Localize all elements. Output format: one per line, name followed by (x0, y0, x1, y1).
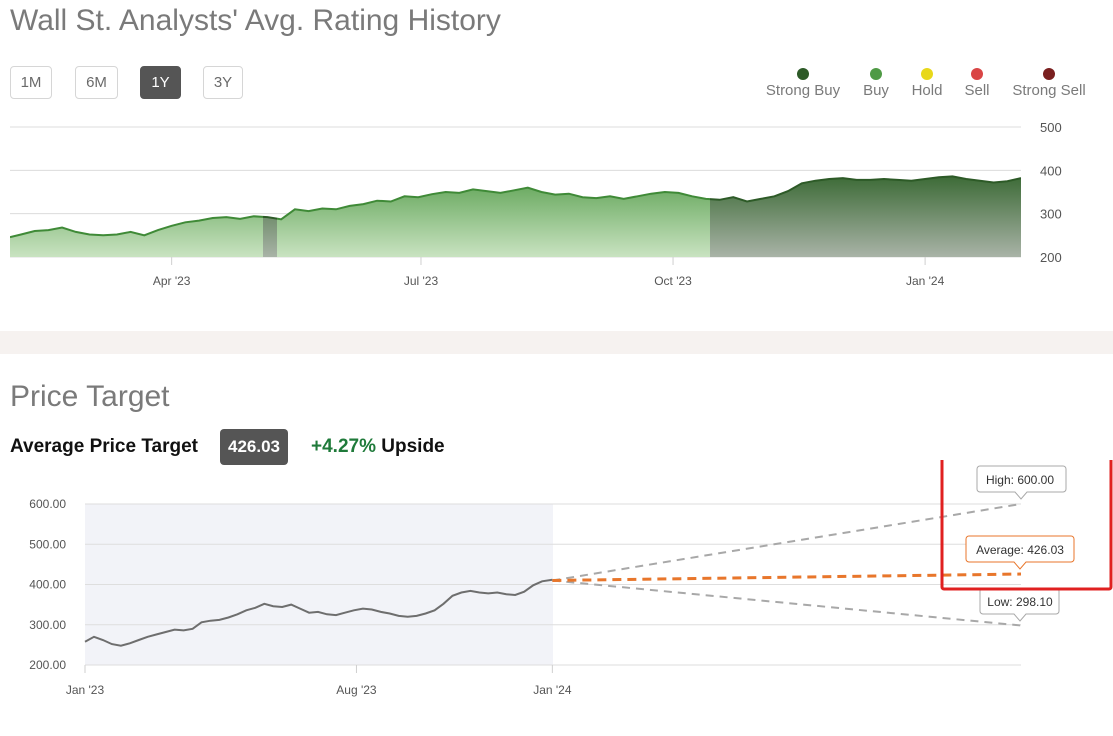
price-target-title: Price Target (10, 380, 170, 413)
x-tick-label: Jan '24 (906, 274, 945, 288)
high-callout: High: 600.00 (976, 465, 1067, 500)
legend-dot-buy (870, 68, 882, 80)
legend-label: Hold (911, 82, 943, 99)
low-callout-label: Low: 298.10 (987, 595, 1053, 609)
x-tick-label: Jul '23 (404, 274, 439, 288)
x-tick-label: Jan '23 (66, 683, 105, 697)
rating-history-title: Wall St. Analysts' Avg. Rating History (10, 4, 501, 37)
y-tick-label: 300.00 (29, 618, 66, 632)
range-button-1m[interactable]: 1M (10, 66, 52, 99)
low-projection-line (552, 579, 1022, 627)
rating-area-line (10, 215, 263, 239)
rating-area-buy (277, 186, 710, 257)
legend-item-hold[interactable]: Hold (906, 67, 948, 99)
y-tick-label: 400 (1040, 163, 1062, 178)
high-callout-label: High: 600.00 (986, 473, 1054, 487)
rating-area-line (277, 186, 710, 221)
y-tick-label: 400.00 (29, 578, 66, 592)
rating-area-fill (10, 216, 263, 257)
upside-text: +4.27% Upside (311, 436, 445, 458)
y-tick-label: 200 (1040, 250, 1062, 265)
average-price-target-badge: 426.03 (220, 429, 288, 465)
legend-label: Strong Sell (1012, 82, 1086, 99)
y-tick-label: 500 (1040, 120, 1062, 135)
x-tick-label: Oct '23 (654, 274, 692, 288)
rating-area-fill (263, 216, 277, 257)
x-tick-label: Aug '23 (336, 683, 377, 697)
x-tick-label: Jan '24 (533, 683, 572, 697)
x-tick-label: Apr '23 (153, 274, 191, 288)
y-tick-label: 200.00 (29, 658, 66, 672)
legend-item-sell[interactable]: Sell (957, 67, 997, 99)
y-tick-label: 600.00 (29, 497, 66, 511)
average-callout: Average: 426.03 (965, 535, 1075, 570)
price-line (84, 578, 553, 647)
legend-item-strong-sell[interactable]: Strong Sell (1008, 67, 1090, 99)
y-tick-label: 500.00 (29, 537, 66, 551)
rating-area-strong-buy (710, 175, 1021, 257)
range-button-1y[interactable]: 1Y (140, 66, 181, 99)
rating-area-fill (710, 176, 1021, 257)
rating-area-fill (277, 187, 710, 257)
legend-label: Sell (964, 82, 990, 99)
low-callout: Low: 298.10 (979, 587, 1060, 622)
upside-percent: +4.27% (311, 436, 376, 457)
high-projection-line (552, 503, 1022, 582)
rating-history-chart: 200 300 400 500 Apr '23 Jul '23 Oct '23 Jan '24 (10, 120, 1062, 288)
legend-dot-hold (921, 68, 933, 80)
highlight-box (940, 460, 1113, 591)
y-tick-label: 300 (1040, 207, 1062, 222)
average-projection-line (552, 572, 1022, 582)
average-callout-label: Average: 426.03 (976, 543, 1064, 557)
legend-dot-sell (971, 68, 983, 80)
legend-label: Buy (863, 82, 889, 99)
rating-area-strong-buy (263, 215, 277, 257)
section-separator (0, 331, 1113, 354)
average-price-target-label: Average Price Target (10, 436, 198, 457)
upside-word: Upside (381, 436, 445, 457)
range-button-6m[interactable]: 6M (75, 66, 118, 99)
rating-area-line (710, 175, 1021, 203)
legend-item-strong-buy[interactable]: Strong Buy (762, 67, 844, 99)
range-button-3y[interactable]: 3Y (203, 66, 243, 99)
rating-area-buy (10, 215, 263, 257)
legend-item-buy[interactable]: Buy (855, 67, 897, 99)
legend-dot-strong-buy (797, 68, 809, 80)
legend-label: Strong Buy (765, 82, 841, 99)
legend-dot-strong-sell (1043, 68, 1055, 80)
